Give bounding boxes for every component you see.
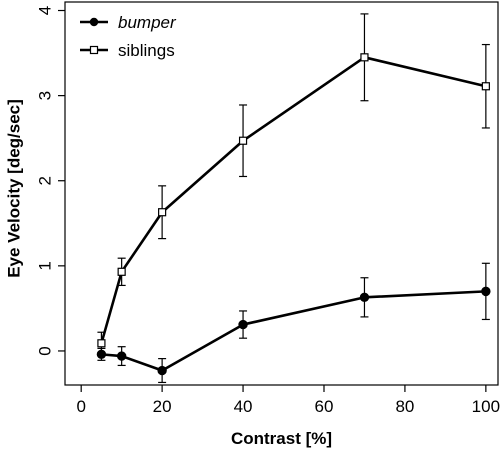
- y-tick-label: 2: [36, 176, 55, 185]
- data-point: [359, 292, 370, 303]
- legend-marker: [89, 17, 99, 27]
- x-tick-label: 20: [153, 397, 172, 416]
- x-tick-label: 80: [395, 397, 414, 416]
- data-point: [157, 365, 167, 376]
- data-point: [158, 208, 167, 217]
- x-tick-label: 0: [76, 397, 85, 416]
- legend-label: siblings: [118, 41, 175, 60]
- x-axis-title: Contrast [%]: [231, 429, 332, 448]
- data-point: [238, 319, 248, 330]
- series-line-siblings: [100, 56, 487, 344]
- series-siblings: [97, 13, 490, 355]
- legend-marker: [89, 45, 99, 55]
- data-point: [116, 351, 127, 361]
- x-tick-label: 40: [234, 397, 253, 416]
- data-point: [117, 267, 126, 276]
- data-point: [360, 53, 369, 62]
- legend: bumper siblings: [80, 13, 177, 60]
- plot-area: [96, 13, 491, 384]
- x-tick-label: 60: [315, 397, 334, 416]
- legend-label: bumper: [118, 13, 177, 32]
- y-tick-label: 3: [36, 91, 55, 100]
- series-bumper: [96, 262, 491, 384]
- data-point: [238, 136, 248, 145]
- data-point: [97, 339, 106, 348]
- data-point: [481, 82, 490, 91]
- x-tick-label: 100: [472, 397, 500, 416]
- legend-entry-siblings: siblings: [80, 41, 175, 60]
- y-tick-label: 0: [36, 346, 55, 355]
- y-axis-title: Eye Velocity [deg/sec]: [5, 99, 24, 278]
- y-tick-label: 1: [36, 261, 55, 270]
- data-point: [481, 286, 491, 297]
- axes: 0 20 40 60 80 100 0 1 2 3 4: [36, 1, 500, 416]
- plot-frame: [64, 1, 499, 386]
- legend-entry-bumper: bumper: [80, 13, 177, 32]
- y-tick-label: 4: [36, 6, 55, 15]
